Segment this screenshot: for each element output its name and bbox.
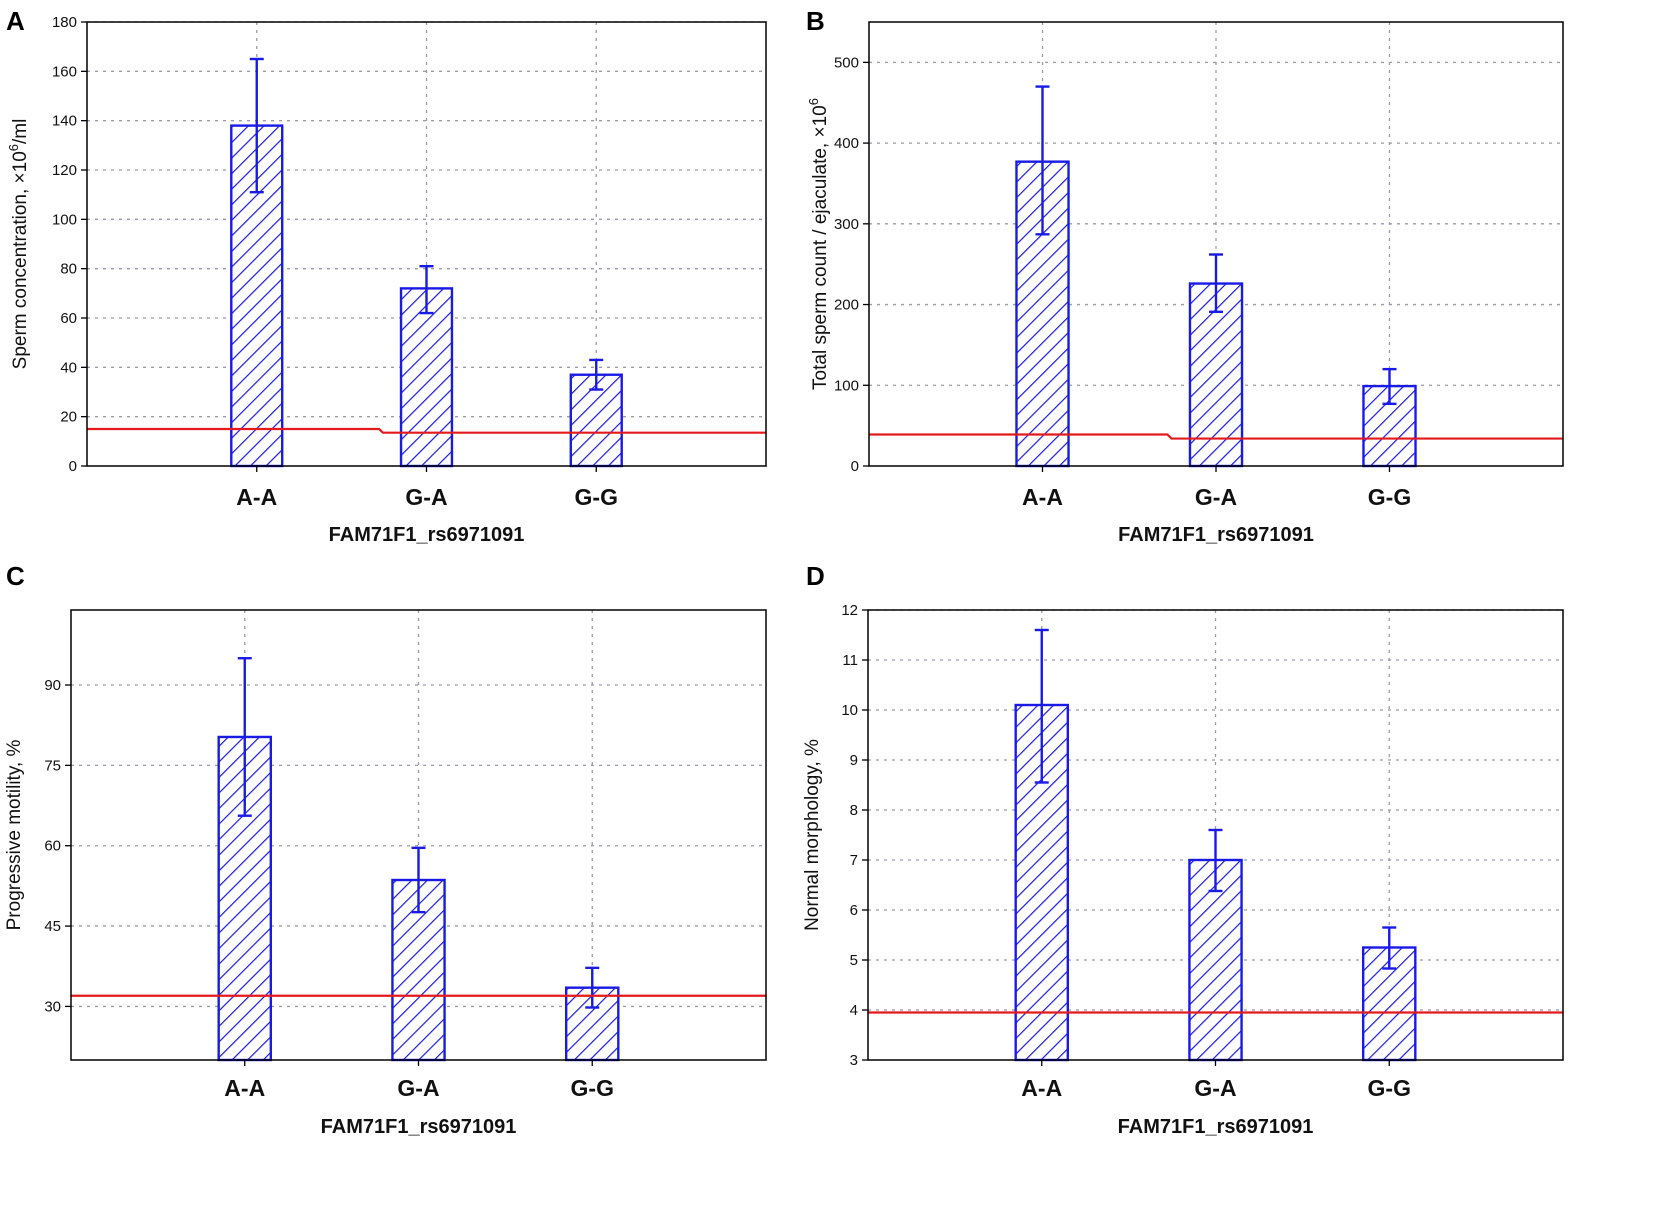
y-axis-label: Sperm concentration, ×106/ml	[6, 119, 31, 370]
y-axis-label: Total sperm count / ejaculate, ×106	[806, 98, 831, 390]
y-axis-label-main: Sperm concentration, ×10	[10, 151, 31, 369]
y-tick-label: 8	[850, 802, 858, 819]
chart-panel-c: C 30 45 60 75 90 A-A G-A G-G FAM71F1_rs6971091 Pro…	[4, 561, 767, 1138]
reference-line	[87, 427, 766, 434]
x-tick-label: G-G	[571, 1075, 614, 1101]
y-tick-label: 40	[60, 359, 77, 376]
y-tick-label: 90	[44, 677, 61, 694]
y-axis-label-suffix: /ml	[10, 119, 31, 144]
chart-panel-d: D 3 4 5 6 7 8 9 10 11 12 A-A G-A G-G FAM71F1_rs6971091…	[802, 561, 1564, 1138]
y-tick-label: 160	[52, 63, 77, 80]
y-tick-label: 140	[52, 113, 77, 130]
x-tick-label: G-G	[1368, 1075, 1411, 1101]
x-tick-label: G-G	[1368, 484, 1411, 510]
error-bar-a-a	[249, 57, 264, 194]
x-tick-label: G-A	[1195, 484, 1237, 510]
panel-letter: D	[806, 561, 825, 591]
x-tick-label: G-A	[1194, 1075, 1236, 1101]
error-bar-g-a	[1208, 828, 1223, 893]
error-bar-a-a	[1035, 85, 1050, 236]
y-tick-label: 10	[841, 702, 858, 719]
panel-letter: B	[806, 6, 825, 36]
chart-panel-b: B 0 100 200 300 400 500 A-A G-A G-G FAM71F1_rs6971…	[806, 6, 1564, 546]
error-bar-g-a	[411, 846, 426, 914]
y-tick-label: 100	[52, 211, 77, 228]
y-tick-label: 60	[60, 310, 77, 327]
bar-g-a	[1188, 282, 1244, 468]
y-tick-label: 120	[52, 162, 77, 179]
error-bar-a-a	[1034, 628, 1049, 784]
y-tick-label: 100	[834, 377, 859, 394]
y-tick-label: 0	[851, 458, 859, 475]
y-tick-label: 200	[834, 297, 859, 314]
y-tick-label: 11	[842, 652, 858, 669]
x-tick-label: G-A	[405, 484, 447, 510]
y-tick-label: 5	[850, 952, 858, 969]
y-tick-label: 80	[60, 261, 77, 278]
y-tick-label: 20	[60, 409, 77, 426]
x-tick-label: A-A	[224, 1075, 265, 1101]
y-tick-label: 30	[44, 998, 61, 1015]
y-axis-label-superscript: 6	[6, 144, 21, 151]
y-tick-label: 400	[834, 135, 859, 152]
y-tick-label: 9	[850, 752, 858, 769]
error-bar-g-g	[1382, 926, 1397, 970]
y-axis-label-main: Total sperm count / ejaculate, ×10	[810, 105, 831, 390]
y-tick-label: 180	[52, 14, 77, 31]
error-bar-g-a	[1209, 253, 1223, 314]
y-tick-label: 45	[44, 918, 61, 935]
panel-letter: C	[6, 561, 25, 591]
reference-line	[869, 433, 1563, 440]
y-tick-label: 0	[69, 458, 77, 475]
x-axis-label: FAM71F1_rs6971091	[1118, 1116, 1314, 1138]
error-bar-g-g	[589, 358, 604, 391]
bar-g-a	[1188, 858, 1243, 1062]
x-tick-label: A-A	[1021, 1075, 1062, 1101]
y-axis-label: Normal morphology, %	[802, 739, 823, 931]
y-axis-label-superscript: 6	[806, 98, 821, 105]
x-axis-label: FAM71F1_rs6971091	[1118, 524, 1314, 546]
error-bar-g-a	[419, 265, 434, 315]
error-bar-g-g	[1382, 367, 1397, 406]
x-tick-label: A-A	[236, 484, 277, 510]
y-axis-label-main: Normal morphology, %	[802, 739, 823, 931]
y-tick-label: 7	[850, 852, 858, 869]
y-tick-label: 3	[850, 1052, 858, 1069]
x-tick-label: G-A	[397, 1075, 439, 1101]
bar-g-a	[399, 287, 454, 468]
y-tick-label: 12	[841, 602, 858, 619]
y-tick-label: 4	[850, 1002, 858, 1019]
y-tick-label: 6	[850, 902, 858, 919]
error-bar-g-g	[585, 966, 600, 1009]
error-bar-a-a	[237, 657, 252, 817]
panel-letter: A	[6, 6, 25, 36]
chart-panel-a: A 0 20 40 60 80 100 120 140 160 180 A-A G-A G-G FAM71F…	[6, 6, 767, 546]
x-axis-label: FAM71F1_rs6971091	[321, 1116, 517, 1138]
y-tick-label: 75	[44, 757, 61, 774]
y-tick-label: 500	[834, 54, 859, 71]
y-tick-label: 300	[834, 216, 859, 233]
x-axis-label: FAM71F1_rs6971091	[329, 524, 525, 546]
y-axis-label: Progressive motility, %	[4, 740, 25, 931]
x-tick-label: G-G	[575, 484, 618, 510]
y-tick-label: 60	[44, 838, 61, 855]
x-tick-label: A-A	[1022, 484, 1063, 510]
y-axis-label-main: Progressive motility, %	[4, 740, 25, 931]
